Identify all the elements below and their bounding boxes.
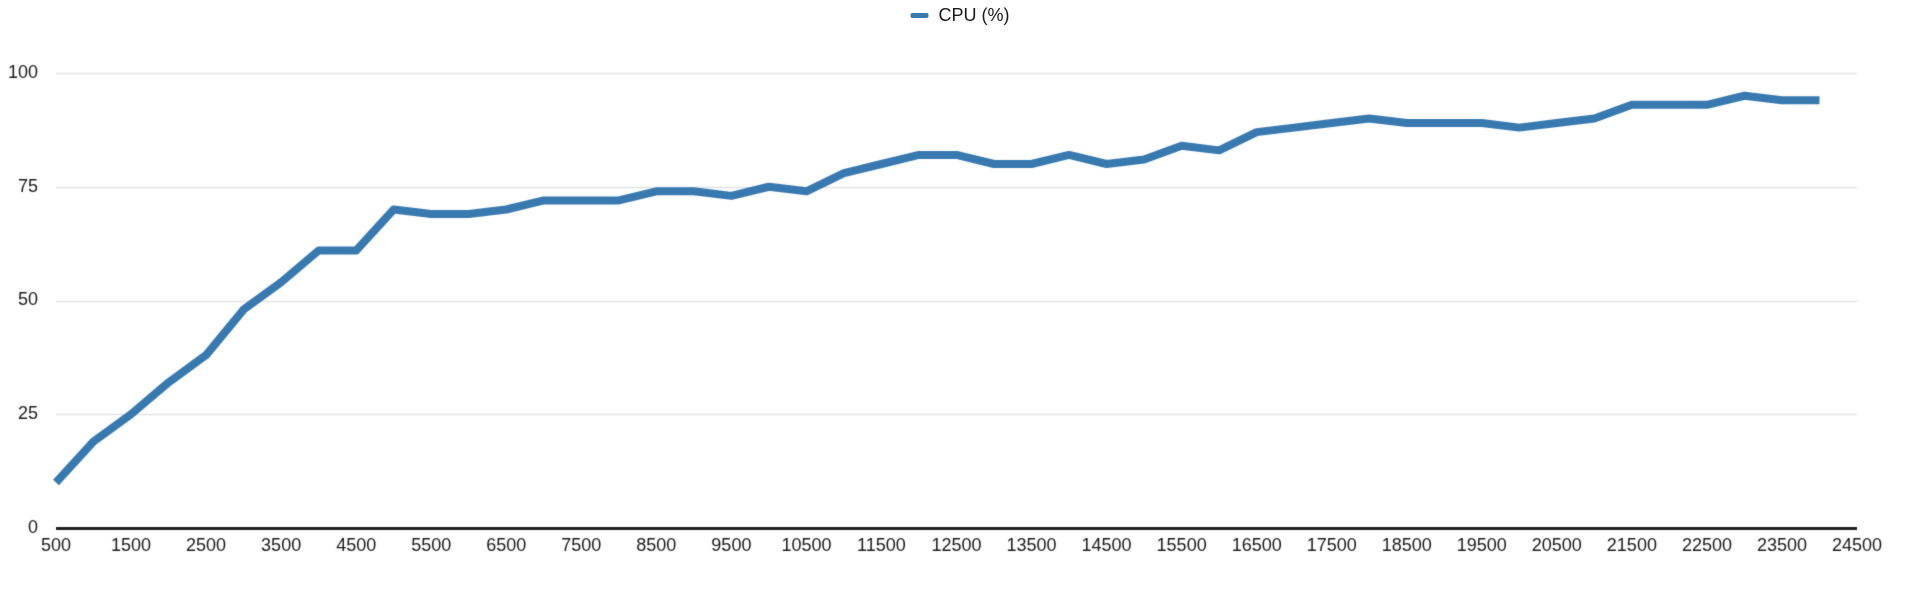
chart-legend[interactable]: CPU (%) [910, 4, 1010, 26]
legend-label: CPU (%) [938, 5, 1010, 25]
legend-line-marker-icon [910, 12, 929, 18]
